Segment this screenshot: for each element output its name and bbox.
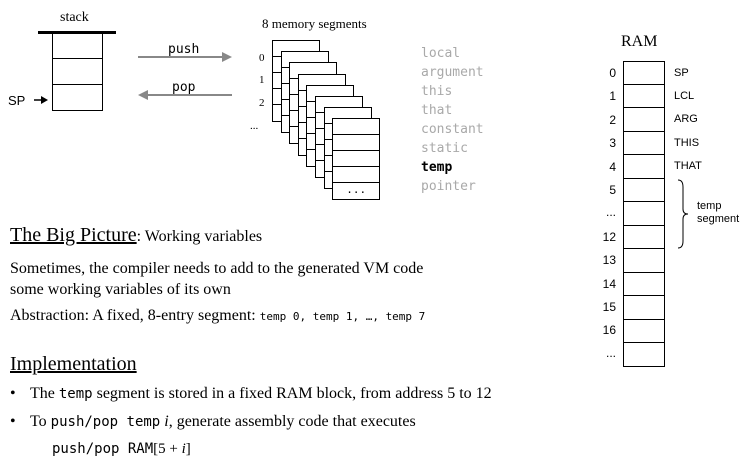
segment-index: 1 <box>259 74 265 86</box>
big-picture-title: The Big Picture <box>10 224 137 246</box>
ram-cell <box>623 84 665 108</box>
ram-register-this: THIS <box>674 137 700 149</box>
segment-name: constant <box>421 122 484 137</box>
ram-cell <box>623 61 665 85</box>
ram-cell <box>623 202 665 226</box>
ram-address: 5 <box>609 183 616 197</box>
segment-frame: ... <box>332 118 381 201</box>
code-command: push/pop RAM <box>52 441 154 457</box>
stack-cell <box>52 59 103 85</box>
pop-arrow-icon <box>138 90 232 100</box>
code-expression: [5 + <box>153 441 182 457</box>
ram-address: 0 <box>609 66 616 80</box>
segment-row <box>333 119 380 136</box>
segment-name: pointer <box>421 179 476 194</box>
ram-cell <box>623 178 665 202</box>
ram-register-arg: ARG <box>674 113 698 125</box>
ram-cell <box>623 249 665 273</box>
segment-names-list: local argument this that constant static… <box>421 44 484 196</box>
ram-register-that: THAT <box>674 160 702 172</box>
segment-ellipsis: ... <box>346 183 367 197</box>
intro-line: some working variables of its own <box>10 281 231 298</box>
bullet-code: temp <box>58 386 93 402</box>
ram-address: 16 <box>602 323 616 337</box>
push-pop-code: push/pop RAM[5 + i] <box>52 441 191 458</box>
intro-paragraph: Sometimes, the compiler needs to add to … <box>10 258 530 300</box>
ram-cell <box>623 225 665 249</box>
temp-segment-label: temp segment <box>697 200 739 226</box>
bullet-variable: i <box>160 413 169 430</box>
big-picture-subtitle: : Working variables <box>136 228 263 245</box>
segment-index: 2 <box>259 97 265 109</box>
ram-register-lcl: LCL <box>674 90 695 102</box>
implementation-heading: Implementation <box>10 353 137 375</box>
ram-address: ... <box>605 205 616 219</box>
segment-name: argument <box>421 65 484 80</box>
ram-cell <box>623 319 665 343</box>
segment-row <box>333 167 380 184</box>
ram-address: 13 <box>602 253 616 267</box>
bullet-text: segment is stored in a fixed RAM block, … <box>92 385 492 402</box>
segment-index: ... <box>250 120 259 132</box>
ram-address: 3 <box>609 136 616 150</box>
bullet-icon: • <box>10 385 16 402</box>
abstraction-code: temp 0, temp 1, …, temp 7 <box>259 310 426 323</box>
ram-cell <box>623 296 665 320</box>
big-picture-heading: The Big Picture: Working variables <box>10 224 262 247</box>
segment-row <box>333 151 380 168</box>
ram-cell <box>623 343 665 367</box>
ram-address: 12 <box>602 230 616 244</box>
bullet-text: To <box>30 413 51 430</box>
segment-name: this <box>421 84 453 99</box>
intro-line: Sometimes, the compiler needs to add to … <box>10 260 424 277</box>
push-arrow-icon <box>138 52 232 62</box>
ram-cell <box>623 131 665 155</box>
pop-label: pop <box>172 80 196 95</box>
temp-label-line: temp <box>697 200 722 212</box>
segments-title: 8 memory segments <box>262 16 367 31</box>
ram-address: 1 <box>609 89 616 103</box>
stack-cell <box>52 33 103 59</box>
bullet-code: push/pop temp <box>50 414 161 430</box>
segment-name: local <box>421 46 461 61</box>
ram-title: RAM <box>621 33 658 50</box>
bullet-text: The <box>30 385 59 402</box>
ram-register-sp: SP <box>674 67 689 79</box>
bullet-item: • To push/pop temp i, generate assembly c… <box>10 413 416 431</box>
stack-top-bar <box>38 31 116 34</box>
ram-cell <box>623 272 665 296</box>
bullet-text: , generate assembly code that executes <box>168 413 416 430</box>
sp-label: SP <box>8 93 26 108</box>
ram-address: 2 <box>609 113 616 127</box>
code-variable: i <box>181 441 186 457</box>
temp-brace-icon <box>677 179 689 249</box>
code-expression: ] <box>185 441 191 457</box>
segment-name: static <box>421 141 468 156</box>
bullet-icon: • <box>10 413 16 430</box>
ram-address: 4 <box>609 160 616 174</box>
temp-label-line: segment <box>697 213 740 225</box>
sp-arrow-icon <box>34 96 48 104</box>
abstraction-text: Abstraction: A fixed, 8-entry segment: <box>10 307 260 324</box>
ram-cell <box>623 155 665 179</box>
ram-address: 14 <box>602 277 616 291</box>
bullet-item: • The temp segment is stored in a fixed R… <box>10 385 492 403</box>
stack-cell <box>52 85 103 111</box>
stack-label: stack <box>60 10 89 25</box>
ram-address: ... <box>605 346 616 360</box>
abstraction-paragraph: Abstraction: A fixed, 8-entry segment: t… <box>10 307 425 325</box>
push-label: push <box>168 42 200 57</box>
segment-row <box>333 135 380 152</box>
segment-name-temp: temp <box>421 160 453 175</box>
ram-cell <box>623 108 665 132</box>
segment-index: 0 <box>259 52 265 64</box>
ram-address: 15 <box>602 300 616 314</box>
stack-diagram <box>52 33 104 111</box>
ram-column <box>623 61 665 367</box>
segment-name: that <box>421 103 453 118</box>
